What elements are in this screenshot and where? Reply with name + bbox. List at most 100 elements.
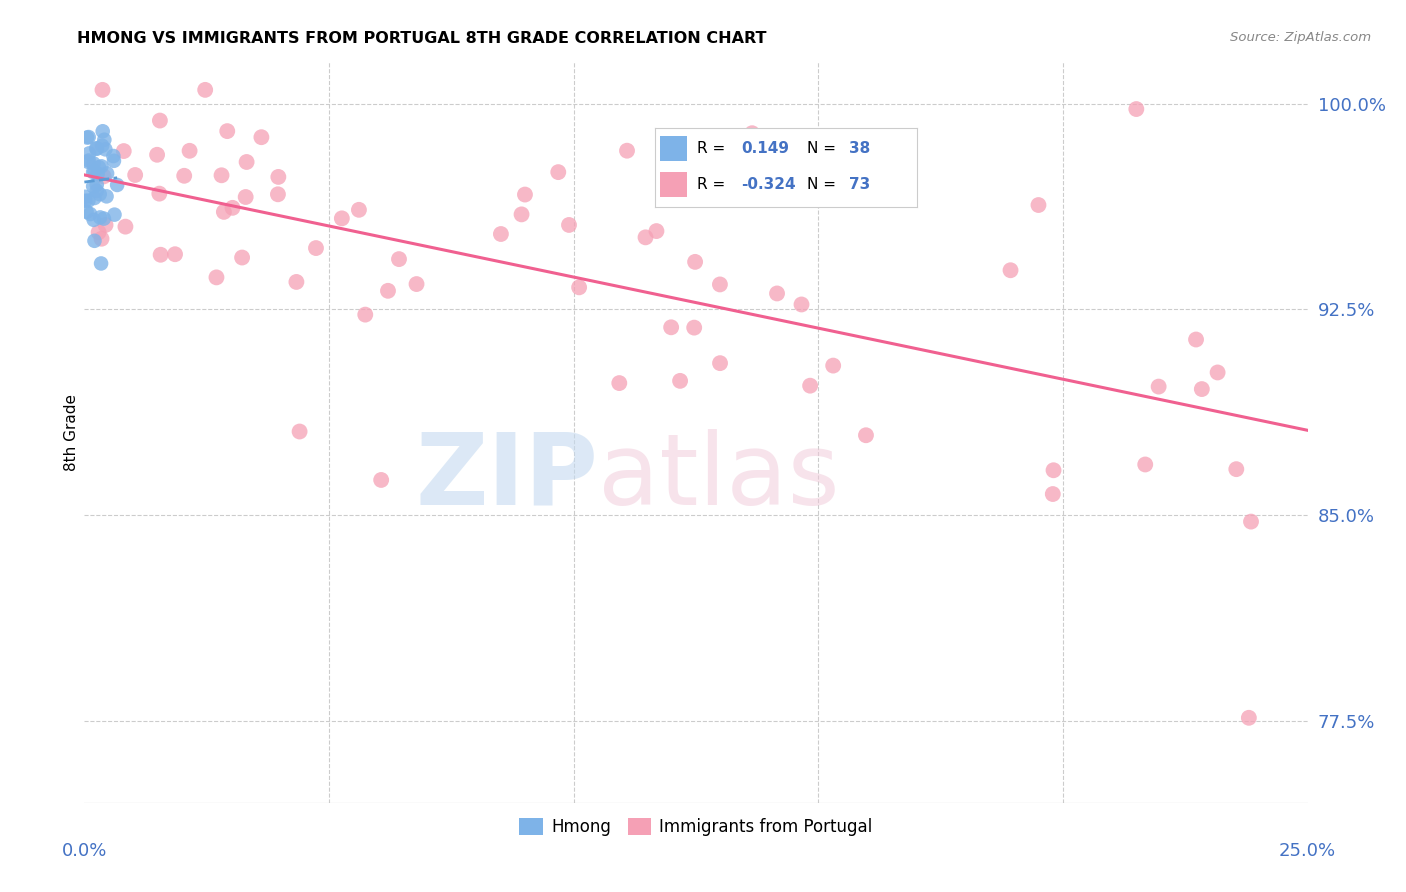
Point (112, 144, 135, 158)
Point (77, 146, 100, 161)
Point (741, 126, 763, 140)
Point (1237, 711, 1260, 725)
Point (347, 202, 370, 217)
Point (87, 225, 110, 239)
Point (1028, 198, 1050, 212)
Point (489, 227, 512, 241)
Point (103, 149, 125, 163)
Point (1042, 487, 1064, 501)
Point (634, 230, 657, 244)
Point (659, 320, 682, 334)
Point (686, 159, 709, 173)
Text: -0.324: -0.324 (741, 177, 796, 192)
Point (76, 154, 98, 169)
Point (370, 473, 392, 487)
Point (1147, 379, 1170, 393)
Text: 0.0%: 0.0% (62, 842, 107, 860)
Point (91, 138, 114, 153)
Point (86, 184, 108, 198)
Point (790, 297, 813, 311)
Point (235, 190, 257, 204)
Point (76, 204, 98, 219)
Point (799, 378, 821, 392)
Point (607, 376, 630, 390)
Point (90, 232, 112, 246)
Text: 25.0%: 25.0% (1279, 842, 1336, 860)
Point (86, 142, 108, 156)
Point (83, 164, 105, 178)
Point (91, 83, 114, 97)
Point (124, 168, 146, 182)
Point (105, 178, 128, 192)
Point (645, 224, 668, 238)
Point (235, 155, 257, 169)
Point (84, 141, 107, 155)
Point (149, 113, 172, 128)
Point (173, 169, 195, 183)
Point (77, 194, 100, 208)
Point (77, 153, 100, 168)
Y-axis label: 8th Grade: 8th Grade (63, 394, 79, 471)
Point (89, 187, 111, 202)
Text: N =: N = (807, 141, 837, 156)
Point (96, 189, 118, 203)
Point (79, 207, 101, 221)
Point (76, 130, 98, 145)
Point (669, 374, 692, 388)
Point (93, 133, 115, 147)
Point (766, 286, 789, 301)
Point (82, 179, 104, 194)
Point (93, 211, 115, 226)
Point (86, 167, 108, 181)
Point (547, 165, 569, 179)
Point (377, 284, 399, 298)
Point (83, 191, 105, 205)
Point (114, 219, 136, 234)
Point (388, 252, 411, 266)
Point (709, 356, 731, 370)
Point (86, 178, 108, 192)
Point (354, 308, 377, 322)
Bar (661, 136, 686, 161)
Point (211, 169, 233, 183)
Point (94, 142, 117, 156)
Point (250, 130, 273, 145)
Point (90, 159, 112, 173)
Point (558, 218, 581, 232)
Point (163, 247, 186, 261)
Text: R =: R = (697, 141, 725, 156)
Legend: Hmong, Immigrants from Portugal: Hmong, Immigrants from Portugal (513, 811, 879, 843)
Point (221, 201, 243, 215)
Point (1191, 382, 1213, 396)
Point (1185, 333, 1208, 347)
Point (616, 144, 638, 158)
Point (149, 248, 172, 262)
Point (77, 130, 100, 145)
Point (103, 153, 125, 168)
Point (683, 255, 706, 269)
Point (1125, 102, 1147, 116)
Text: 38: 38 (849, 141, 870, 156)
Text: R =: R = (697, 177, 725, 192)
Point (75, 190, 97, 204)
Point (91, 124, 114, 138)
Point (82, 165, 104, 179)
Point (89, 211, 111, 225)
Point (683, 320, 706, 334)
Point (194, 83, 217, 97)
Text: ZIP: ZIP (415, 428, 598, 525)
Text: HMONG VS IMMIGRANTS FROM PORTUGAL 8TH GRADE CORRELATION CHART: HMONG VS IMMIGRANTS FROM PORTUGAL 8TH GR… (77, 31, 766, 46)
Point (568, 280, 591, 294)
Point (405, 277, 427, 291)
Point (83, 212, 105, 227)
Point (75, 194, 97, 208)
Text: N =: N = (807, 177, 837, 192)
Point (709, 277, 731, 292)
Point (267, 187, 290, 202)
Point (94, 218, 117, 232)
Point (823, 359, 845, 373)
Point (305, 241, 328, 255)
Point (231, 251, 253, 265)
Point (217, 124, 239, 138)
Point (205, 270, 228, 285)
